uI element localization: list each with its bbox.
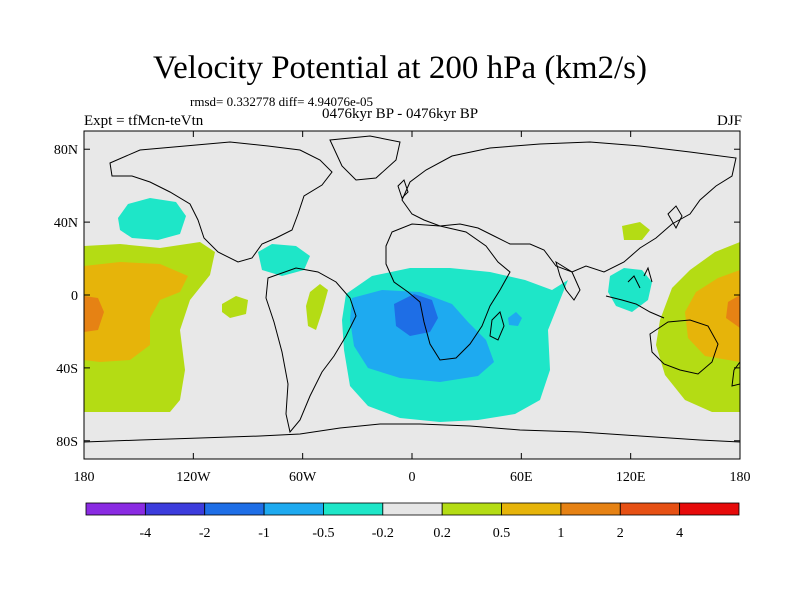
negative-region-africa-inner (350, 290, 494, 382)
coastline-indonesia (605, 266, 665, 319)
colorbar-label: -1 (258, 526, 270, 541)
colorbar-label: 1 (557, 526, 564, 541)
colorbar-swatch (204, 502, 265, 516)
colorbar-swatch (382, 502, 443, 516)
lon-tick-label: 60E (510, 470, 533, 485)
season-label: DJF (716, 113, 742, 129)
colorbar-swatch (560, 502, 621, 516)
stats-text: rmsd= 0.332778 diff= 4.94076e-05 (190, 94, 374, 109)
longitude-ticks: 180 120W 60W 0 60E 120E 180 (74, 131, 751, 485)
coastline-greenland (329, 135, 401, 181)
lon-tick-label: 120E (616, 470, 646, 485)
coastline-eurasia (401, 141, 737, 273)
colorbar-label: 0.2 (433, 526, 451, 541)
colorbar-swatch (323, 502, 384, 516)
colorbar-label: 0.5 (493, 526, 511, 541)
lat-tick-label: 40S (56, 362, 78, 377)
colorbar-swatch (85, 502, 146, 516)
colorbar-swatch (144, 502, 206, 516)
coastline-new-zealand (731, 361, 740, 387)
positive-patch-east-asia (622, 222, 650, 240)
coastline-south-america (265, 267, 357, 434)
positive-region-west-pacific-inner (685, 270, 740, 362)
coastline-uk (397, 179, 409, 199)
lon-tick-label: 0 (409, 470, 416, 485)
coastline-north-america (109, 141, 333, 263)
lat-tick-label: 80S (56, 435, 78, 450)
negative-region-africa-core (394, 294, 438, 336)
lon-tick-label: 120W (176, 470, 211, 485)
contour-fields (84, 198, 740, 422)
colorbar-label: -2 (199, 526, 211, 541)
colorbar-label: -0.2 (372, 526, 394, 541)
positive-region-west-pacific-core (726, 295, 740, 328)
coastlines (84, 135, 740, 443)
lon-tick-label: 180 (74, 470, 95, 485)
positive-patch-tropical-atlantic (222, 296, 248, 318)
coastline-africa (385, 223, 511, 361)
experiment-label: Expt = tfMcn-teVtn (84, 113, 204, 129)
colorbar-label: -0.5 (312, 526, 334, 541)
colorbar-swatch (441, 502, 502, 516)
colorbar-label: -4 (140, 526, 152, 541)
coastline-japan (667, 205, 683, 230)
coastline-antarctica (84, 423, 740, 443)
colorbar-label: 2 (617, 526, 624, 541)
latitude-ticks: 80N 40N 0 40S 80S (54, 143, 740, 450)
coastline-madagascar (489, 311, 505, 341)
coastline-australia (649, 319, 719, 375)
lon-tick-label: 60W (289, 470, 317, 485)
lat-tick-label: 40N (54, 216, 78, 231)
colorbar-swatch (501, 502, 562, 516)
negative-patch-maritime-continent (608, 268, 652, 312)
colorbar-label: 4 (676, 526, 683, 541)
lat-tick-label: 0 (71, 289, 78, 304)
colorbar-swatch (263, 502, 324, 516)
negative-patch-indian-ocean (508, 312, 522, 326)
period-label: 0476kyr BP - 0476kyr BP (321, 106, 479, 122)
coastline-india (555, 260, 581, 301)
colorbar-swatch (679, 502, 740, 516)
map-title: Velocity Potential at 200 hPa (km2/s) (152, 50, 648, 86)
lat-tick-label: 80N (54, 143, 78, 158)
negative-patch-north-pacific (118, 198, 186, 240)
positive-region-east-pacific-core (84, 296, 104, 332)
colorbar: -4 -2 -1 -0.5 -0.2 0.2 0.5 1 2 4 (85, 502, 740, 541)
lon-tick-label: 180 (730, 470, 751, 485)
colorbar-swatch (619, 502, 681, 516)
positive-patch-brazil (306, 284, 328, 330)
positive-region-east-pacific-inner (84, 262, 188, 362)
